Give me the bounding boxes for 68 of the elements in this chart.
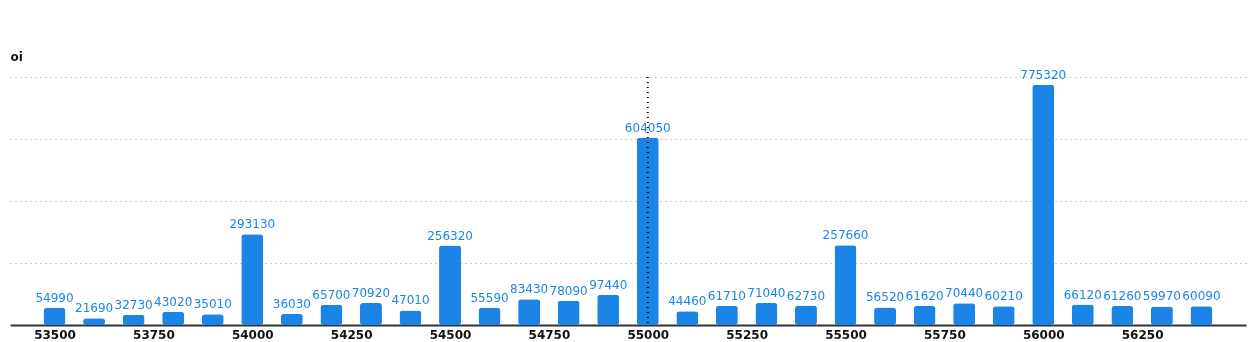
- data-label: 293130: [229, 217, 276, 232]
- data-label: 60090: [1182, 289, 1221, 304]
- x-tick-label: 54250: [330, 327, 373, 342]
- bar: [439, 245, 462, 325]
- data-label: 21690: [75, 301, 114, 316]
- bar: [359, 303, 382, 325]
- data-label: 97440: [589, 277, 628, 292]
- data-label: 775320: [1020, 67, 1067, 82]
- bar: [280, 313, 303, 325]
- data-label: 36030: [272, 296, 311, 311]
- data-label: 56520: [865, 290, 905, 305]
- bar: [834, 245, 857, 325]
- x-tick-label: 56000: [1022, 327, 1065, 342]
- data-label: 44460: [668, 294, 707, 309]
- data-label: 256320: [427, 228, 473, 243]
- data-label: 83430: [510, 282, 549, 297]
- bar: [755, 302, 778, 325]
- x-tick-label: 55750: [924, 327, 966, 342]
- data-label: 43020: [154, 294, 193, 309]
- bar: [1190, 306, 1213, 325]
- bar: [1111, 306, 1134, 325]
- bar: [320, 304, 343, 325]
- data-label: 62730: [786, 288, 826, 303]
- bar: [1032, 84, 1055, 325]
- bar: [43, 307, 66, 325]
- bar: [1071, 304, 1094, 325]
- bar: [715, 305, 738, 325]
- data-label: 65700: [312, 287, 351, 302]
- bar: [557, 300, 580, 325]
- x-tick-label: 54750: [528, 327, 571, 342]
- bar: [992, 306, 1015, 325]
- data-label: 32730: [114, 297, 153, 312]
- bar: [953, 303, 976, 325]
- x-tick-label: 54500: [429, 327, 472, 342]
- bar: [518, 299, 541, 325]
- data-label: 257660: [822, 228, 869, 243]
- bar: [478, 307, 501, 325]
- bar: [1150, 306, 1173, 325]
- x-tick-label: 55500: [825, 327, 867, 342]
- data-label: 70920: [351, 286, 391, 301]
- data-label: 35010: [193, 297, 232, 312]
- bar: [794, 305, 817, 325]
- data-label: 604050: [624, 120, 671, 135]
- data-label: 55590: [470, 290, 509, 305]
- x-tick-label: 55250: [726, 327, 769, 342]
- data-label: 59970: [1142, 289, 1181, 304]
- data-label: 60210: [984, 289, 1023, 304]
- data-label: 66120: [1063, 287, 1102, 302]
- x-tick-label: 53500: [34, 327, 76, 342]
- data-label: 61260: [1103, 289, 1142, 304]
- bar: [874, 307, 897, 325]
- x-tick-label: 55000: [627, 327, 670, 342]
- y-axis-title: oi: [10, 49, 23, 64]
- x-tick-label: 56250: [1121, 327, 1164, 342]
- data-label: 61620: [905, 288, 944, 303]
- bar: [241, 234, 264, 325]
- data-label: 70440: [945, 286, 984, 301]
- data-label: 78090: [549, 283, 588, 298]
- bar: [597, 294, 620, 325]
- bar: [162, 311, 185, 325]
- data-label: 54990: [35, 290, 74, 305]
- x-tick-label: 53750: [133, 327, 175, 342]
- data-label: 47010: [391, 293, 430, 308]
- bar: [913, 305, 936, 325]
- x-tick-label: 54000: [231, 327, 274, 342]
- data-label: 61710: [707, 288, 746, 303]
- data-label: 71040: [747, 285, 786, 300]
- bar: [636, 137, 659, 325]
